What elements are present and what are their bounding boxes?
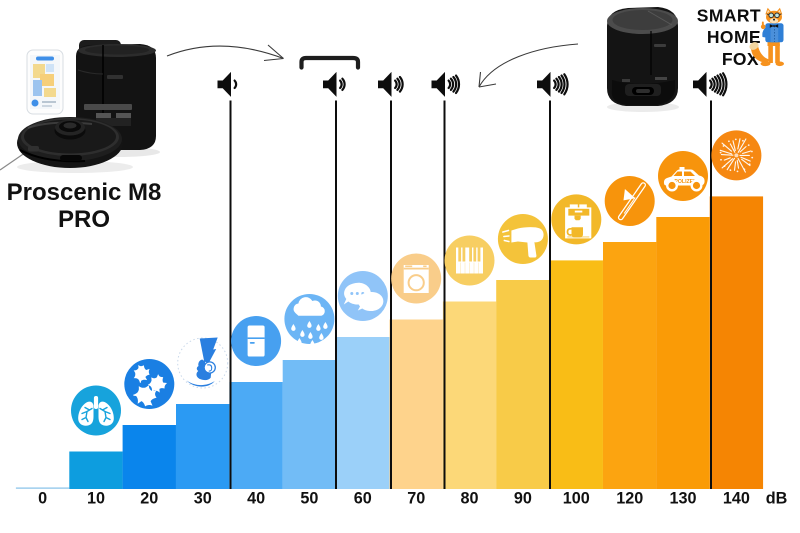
svg-text:40: 40	[247, 490, 265, 508]
svg-text:100: 100	[563, 490, 590, 508]
svg-text:120: 120	[616, 490, 643, 508]
svg-text:dB: dB	[766, 490, 788, 508]
svg-text:70: 70	[407, 490, 425, 508]
svg-text:POLIZEI: POLIZEI	[674, 179, 695, 185]
svg-text:140: 140	[723, 490, 750, 508]
svg-text:20: 20	[140, 490, 158, 508]
svg-text:PRO: PRO	[58, 206, 110, 233]
svg-text:0: 0	[38, 490, 47, 508]
svg-text:90: 90	[514, 490, 532, 508]
svg-text:HOME: HOME	[707, 27, 761, 47]
svg-text:80: 80	[460, 490, 478, 508]
svg-text:SMART: SMART	[697, 6, 761, 26]
svg-text:50: 50	[300, 490, 318, 508]
svg-text:30: 30	[194, 490, 212, 508]
svg-text:60: 60	[354, 490, 372, 508]
svg-text:10: 10	[87, 490, 105, 508]
svg-text:FOX: FOX	[722, 49, 759, 69]
svg-text:Proscenic M8: Proscenic M8	[7, 179, 162, 206]
svg-text:130: 130	[669, 490, 696, 508]
